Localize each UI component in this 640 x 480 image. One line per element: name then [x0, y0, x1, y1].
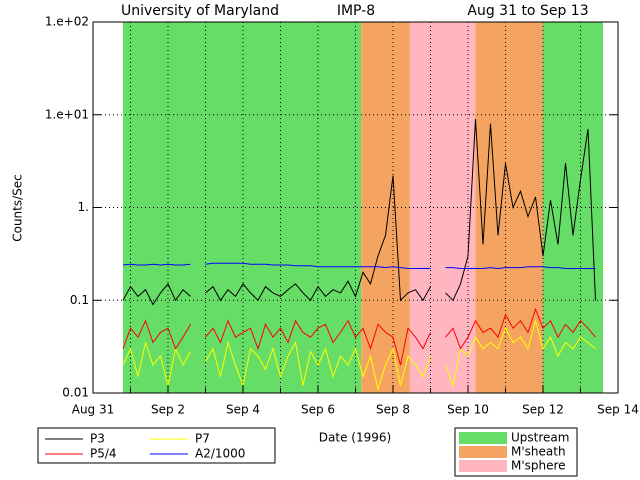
y-axis-label: Counts/Sec: [11, 174, 25, 242]
region-legend-label: M'sheath: [511, 445, 566, 459]
y-tick-label: 1.e+01: [45, 107, 89, 121]
x-tick-label: Sep 10: [447, 403, 489, 417]
series-line: [122, 307, 596, 366]
x-tick-label: Sep 8: [376, 403, 410, 417]
x-tick-label: Sep 6: [301, 403, 335, 417]
legend-label: P7: [195, 432, 210, 446]
lines: [122, 118, 596, 392]
y-tick-label: 1.: [78, 200, 89, 214]
region-legend-box: [454, 427, 578, 477]
region-legend-label: Upstream: [511, 431, 569, 445]
legend-box: [37, 427, 276, 464]
y-tick-label: 0.1: [70, 293, 89, 307]
region-legend-swatch: [459, 446, 507, 458]
series-line: [122, 118, 596, 306]
x-tick-label: Sep 4: [226, 403, 260, 417]
region-legend-swatch: [459, 460, 507, 472]
legend-label: P3: [90, 432, 105, 446]
x-tick-label: Sep 14: [597, 403, 639, 417]
x-axis-label: Date (1996): [319, 431, 391, 445]
chart-title: IMP-8: [337, 3, 375, 19]
y-tick-label: 1.e+02: [45, 15, 89, 29]
chart-title: Aug 31 to Sep 13: [467, 3, 588, 19]
region-legend-swatch: [459, 432, 507, 444]
x-tick-label: Aug 31: [72, 403, 115, 417]
legend-label: A2/1000: [195, 447, 245, 461]
region-band: [409, 22, 476, 393]
chart-title: University of Maryland: [121, 3, 279, 19]
y-tick-label: 0.01: [62, 386, 89, 400]
legend-label: P5/4: [90, 447, 117, 461]
region-legend-label: M'sphere: [511, 459, 566, 473]
x-tick-label: Sep 12: [522, 403, 564, 417]
axes: 0.01 0.1 1. 1.e+01 1.e+02 Aug 31 Sep 2 Sep 4 Sep…: [45, 15, 639, 417]
x-tick-label: Sep 2: [151, 403, 185, 417]
series-line: [122, 262, 596, 270]
